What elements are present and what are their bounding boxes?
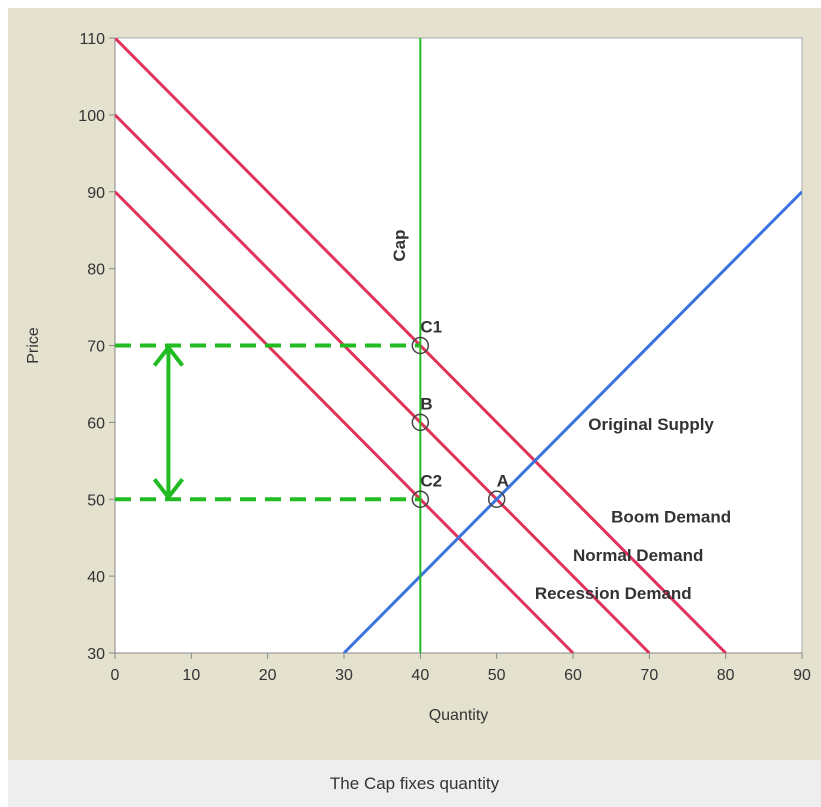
point-b-marker — [411, 413, 430, 432]
x-tick-label: 0 — [111, 667, 120, 684]
boom-demand-label: Boom Demand — [611, 507, 731, 526]
x-tick-label: 70 — [640, 667, 658, 684]
point-c1-label: C1 — [420, 318, 442, 337]
chart-panel: 30 40 50 60 70 80 90 100 110 0 10 20 30 40 50 60 70 80 90 Q… — [8, 8, 821, 760]
y-tick-label: 40 — [87, 569, 105, 586]
normal-demand-line — [115, 113, 651, 653]
double-arrow-head-down — [152, 478, 185, 501]
x-tick-label: 20 — [259, 667, 277, 684]
y-tick-label: 70 — [87, 339, 105, 356]
figure-caption: The Cap fixes quantity — [329, 773, 500, 793]
normal-demand-label: Normal Demand — [573, 546, 703, 565]
x-tick-label: 10 — [182, 667, 200, 684]
point-b-label: B — [420, 394, 432, 413]
y-tick-label: 50 — [87, 492, 105, 509]
y-axis-title: Price — [25, 327, 42, 364]
x-tick-label: 40 — [411, 667, 429, 684]
point-c2-marker — [411, 490, 430, 508]
point-c1-marker — [411, 336, 430, 355]
point-a-marker — [487, 490, 506, 508]
x-tick-label: 80 — [717, 667, 735, 684]
y-tick-label: 90 — [87, 185, 105, 202]
x-tick-label: 50 — [488, 667, 506, 684]
y-tick-label: 60 — [87, 415, 105, 432]
recession-demand-label: Recession Demand — [535, 584, 692, 603]
y-tick-label: 80 — [87, 262, 105, 279]
x-tick-label: 60 — [564, 667, 582, 684]
recession-demand-line — [115, 190, 575, 653]
caption-bar: The Cap fixes quantity — [8, 760, 821, 807]
x-axis-title: Quantity — [429, 707, 489, 724]
point-a-label: A — [497, 471, 509, 490]
x-tick-label: 30 — [335, 667, 353, 684]
x-tick-label: 90 — [793, 667, 811, 684]
point-c2-label: C2 — [420, 471, 442, 490]
y-tick-label: 100 — [78, 108, 105, 125]
cap-label: Cap — [390, 230, 409, 262]
chart-svg: 30 40 50 60 70 80 90 100 110 0 10 20 30 40 50 60 70 80 90 Q… — [25, 31, 811, 724]
y-tick-label: 110 — [79, 31, 105, 48]
original-supply-label: Original Supply — [588, 415, 714, 434]
y-tick-label: 30 — [87, 646, 105, 663]
double-arrow-head-up — [152, 344, 185, 367]
